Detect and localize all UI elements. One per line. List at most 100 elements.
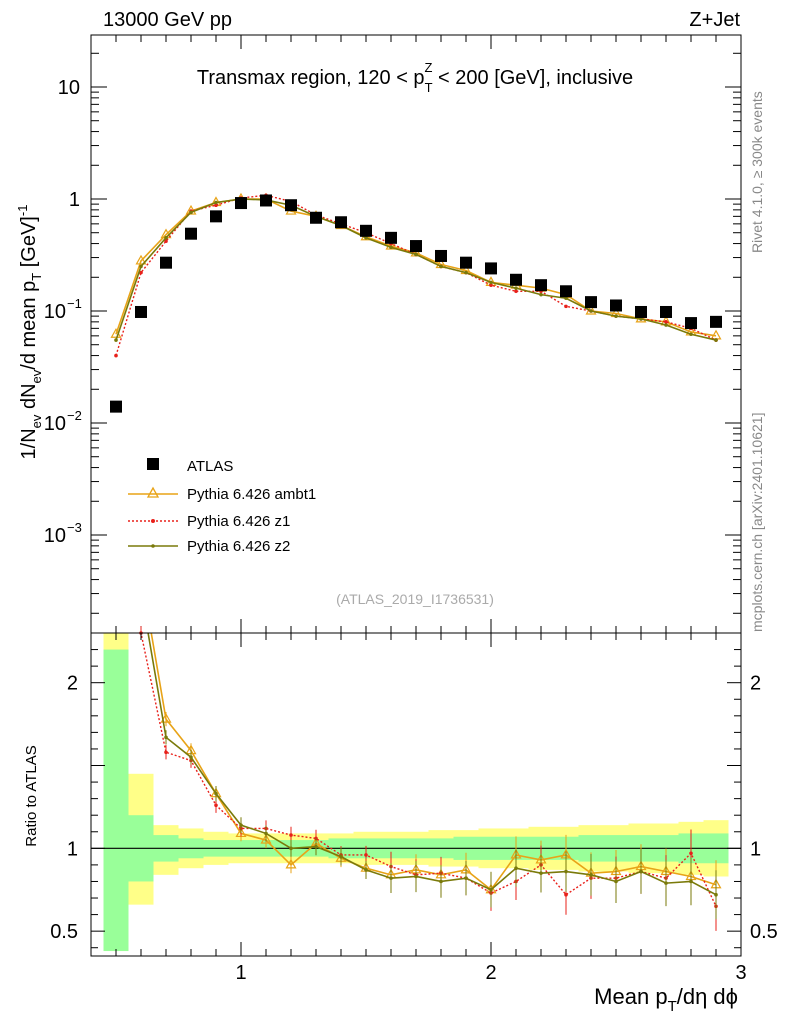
y-tick-label: 10 bbox=[58, 77, 80, 99]
series-z2-point bbox=[439, 264, 443, 269]
atlas-data-point bbox=[510, 273, 522, 286]
y-tick-exponent: −2 bbox=[67, 408, 82, 423]
atlas-data-point bbox=[335, 216, 347, 229]
atlas-data-point bbox=[260, 194, 272, 207]
atlas-data-point bbox=[110, 400, 122, 413]
series-z1-point bbox=[514, 289, 518, 294]
ratio-z2-point bbox=[664, 881, 668, 885]
atlas-data-point bbox=[360, 224, 372, 237]
series-z2-point bbox=[414, 252, 418, 257]
series-z2-point bbox=[164, 236, 168, 240]
ratio-z2-point bbox=[339, 854, 343, 859]
ratio-z1-point bbox=[289, 833, 293, 837]
ratio-z2-point bbox=[439, 879, 443, 884]
ratio-y-axis-label: Ratio to ATLAS bbox=[23, 745, 40, 846]
atlas-data-point bbox=[285, 199, 297, 212]
series-z2-point bbox=[589, 309, 593, 313]
atlas-data-point bbox=[560, 285, 572, 298]
ratio-z2-point bbox=[414, 874, 418, 879]
series-z2-point bbox=[139, 264, 143, 269]
ratio-tick-label-right: 0.5 bbox=[750, 921, 778, 943]
legend-ambt1-marker bbox=[146, 486, 160, 498]
atlas-data-point bbox=[585, 296, 597, 309]
ratio-tick-label: 1 bbox=[67, 838, 78, 860]
title-pre: Transmax region, 120 < p bbox=[197, 67, 425, 89]
ratio-frame bbox=[90, 632, 742, 957]
plot-title: Transmax region, 120 < pTZ < 200 [GeV], … bbox=[197, 60, 633, 95]
y-tick-label: 10 bbox=[44, 525, 66, 547]
x-axis-label: Mean pT/dη dϕ bbox=[594, 984, 738, 1015]
ratio-z1-point bbox=[214, 803, 218, 808]
ratio-z2-point bbox=[289, 846, 293, 851]
series-z2-point bbox=[214, 200, 218, 205]
atlas-data-point bbox=[710, 315, 722, 328]
atlas-data-point bbox=[235, 197, 247, 210]
series-ambt1-point bbox=[135, 254, 147, 265]
atlas-data-point bbox=[485, 262, 497, 275]
ratio-z2-point bbox=[514, 866, 518, 871]
ratio-z2-point bbox=[164, 735, 168, 740]
y-tick-label: 10 bbox=[44, 301, 66, 323]
series-z2-point bbox=[639, 317, 643, 321]
x-tick-label: 1 bbox=[235, 962, 246, 984]
series-z2-line bbox=[115, 198, 717, 341]
atlas-data-point bbox=[160, 256, 172, 269]
atlas-data-point bbox=[635, 305, 647, 318]
y-tick-label: 1 bbox=[69, 189, 80, 211]
uncertainty-band-inner bbox=[103, 649, 129, 952]
mcplots-label: mcplots.cern.ch [arXiv:2401.10621] bbox=[749, 413, 765, 632]
ratio-z2-point bbox=[564, 869, 568, 874]
ratio-z1-point bbox=[164, 750, 168, 755]
atlas-data-point bbox=[535, 279, 547, 292]
series-ambt1-line bbox=[115, 198, 717, 337]
ratio-ambt1-point bbox=[160, 712, 172, 723]
ratio-tick-label: 2 bbox=[67, 673, 78, 695]
ratio-z1-point bbox=[364, 853, 368, 857]
legend-atlas-marker bbox=[147, 458, 159, 470]
atlas-data-point bbox=[135, 305, 147, 318]
series-z1-point bbox=[489, 283, 493, 287]
series-z2-point bbox=[689, 332, 693, 337]
ratio-z2-point bbox=[214, 791, 218, 796]
y-axis-label: 1/Nev dNev/d mean pT [GeV]-1 bbox=[15, 205, 44, 460]
series-z2-point bbox=[114, 338, 118, 342]
ratio-tick-label-right: 2 bbox=[750, 673, 761, 695]
ratio-z1-point bbox=[564, 892, 568, 897]
process-label: Z+Jet bbox=[689, 9, 740, 31]
series-z2-point bbox=[364, 236, 368, 240]
atlas-data-point bbox=[610, 299, 622, 312]
series-z1-point bbox=[164, 239, 168, 243]
series-z1-point bbox=[564, 304, 568, 309]
atlas-data-point bbox=[435, 249, 447, 262]
ratio-ambt1-point bbox=[285, 858, 297, 869]
ratio-z2-point bbox=[314, 844, 318, 849]
legend-atlas-label: ATLAS bbox=[187, 458, 233, 475]
energy-label: 13000 GeV pp bbox=[103, 9, 232, 31]
series-z2-point bbox=[539, 292, 543, 297]
ratio-tick-label-right: 1 bbox=[750, 838, 761, 860]
series-z2-point bbox=[464, 270, 468, 275]
atlas-data-point bbox=[210, 210, 222, 223]
analysis-watermark: (ATLAS_2019_I1736531) bbox=[336, 591, 494, 607]
series-z1-point bbox=[664, 320, 668, 324]
atlas-data-point bbox=[685, 317, 697, 330]
x-tick-label: 3 bbox=[735, 962, 746, 984]
ratio-z2-point bbox=[189, 755, 193, 760]
atlas-data-point bbox=[660, 305, 672, 318]
legend: ATLAS Pythia 6.426 ambt1 Pythia 6.426 z1… bbox=[128, 458, 316, 555]
ratio-z2-point bbox=[689, 879, 693, 884]
rivet-label: Rivet 4.1.0, ≥ 300k events bbox=[749, 91, 765, 253]
series-z2-point bbox=[389, 245, 393, 250]
ratio-ambt1-point bbox=[235, 827, 247, 838]
ratio-z2-point bbox=[714, 892, 718, 897]
series-z1-point bbox=[139, 270, 143, 275]
ratio-z2-point bbox=[364, 868, 368, 872]
legend-z1-label: Pythia 6.426 z1 bbox=[187, 513, 290, 530]
ratio-z2-point bbox=[589, 873, 593, 877]
atlas-data-point bbox=[410, 240, 422, 253]
y-tick-exponent: −1 bbox=[67, 296, 82, 311]
atlas-data-point bbox=[185, 227, 197, 240]
atlas-data-point bbox=[460, 256, 472, 269]
atlas-data-point bbox=[385, 231, 397, 244]
ratio-ambt1-point bbox=[260, 833, 272, 844]
